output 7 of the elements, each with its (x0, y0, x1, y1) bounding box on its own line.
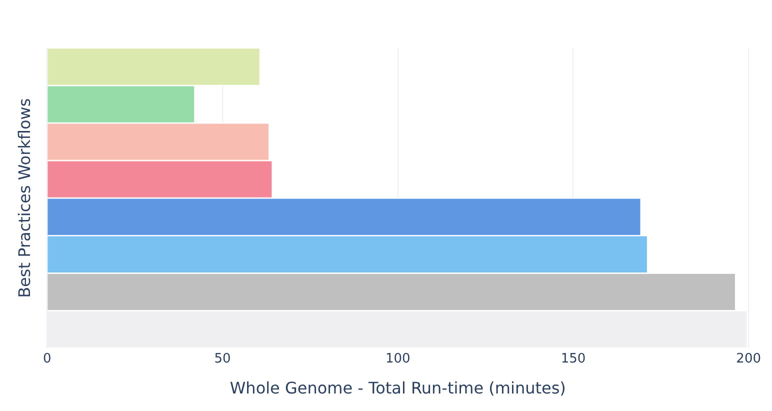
x-tick-label: 50 (214, 351, 231, 366)
x-tick-label: 150 (560, 351, 586, 366)
x-axis-title: Whole Genome - Total Run-time (minutes) (230, 378, 566, 398)
x-tick-label: 0 (43, 351, 52, 366)
x-tick-label: 200 (736, 351, 762, 366)
x-tick-label: 100 (385, 351, 410, 366)
y-axis-title: Best Practices Workflows (14, 98, 34, 298)
